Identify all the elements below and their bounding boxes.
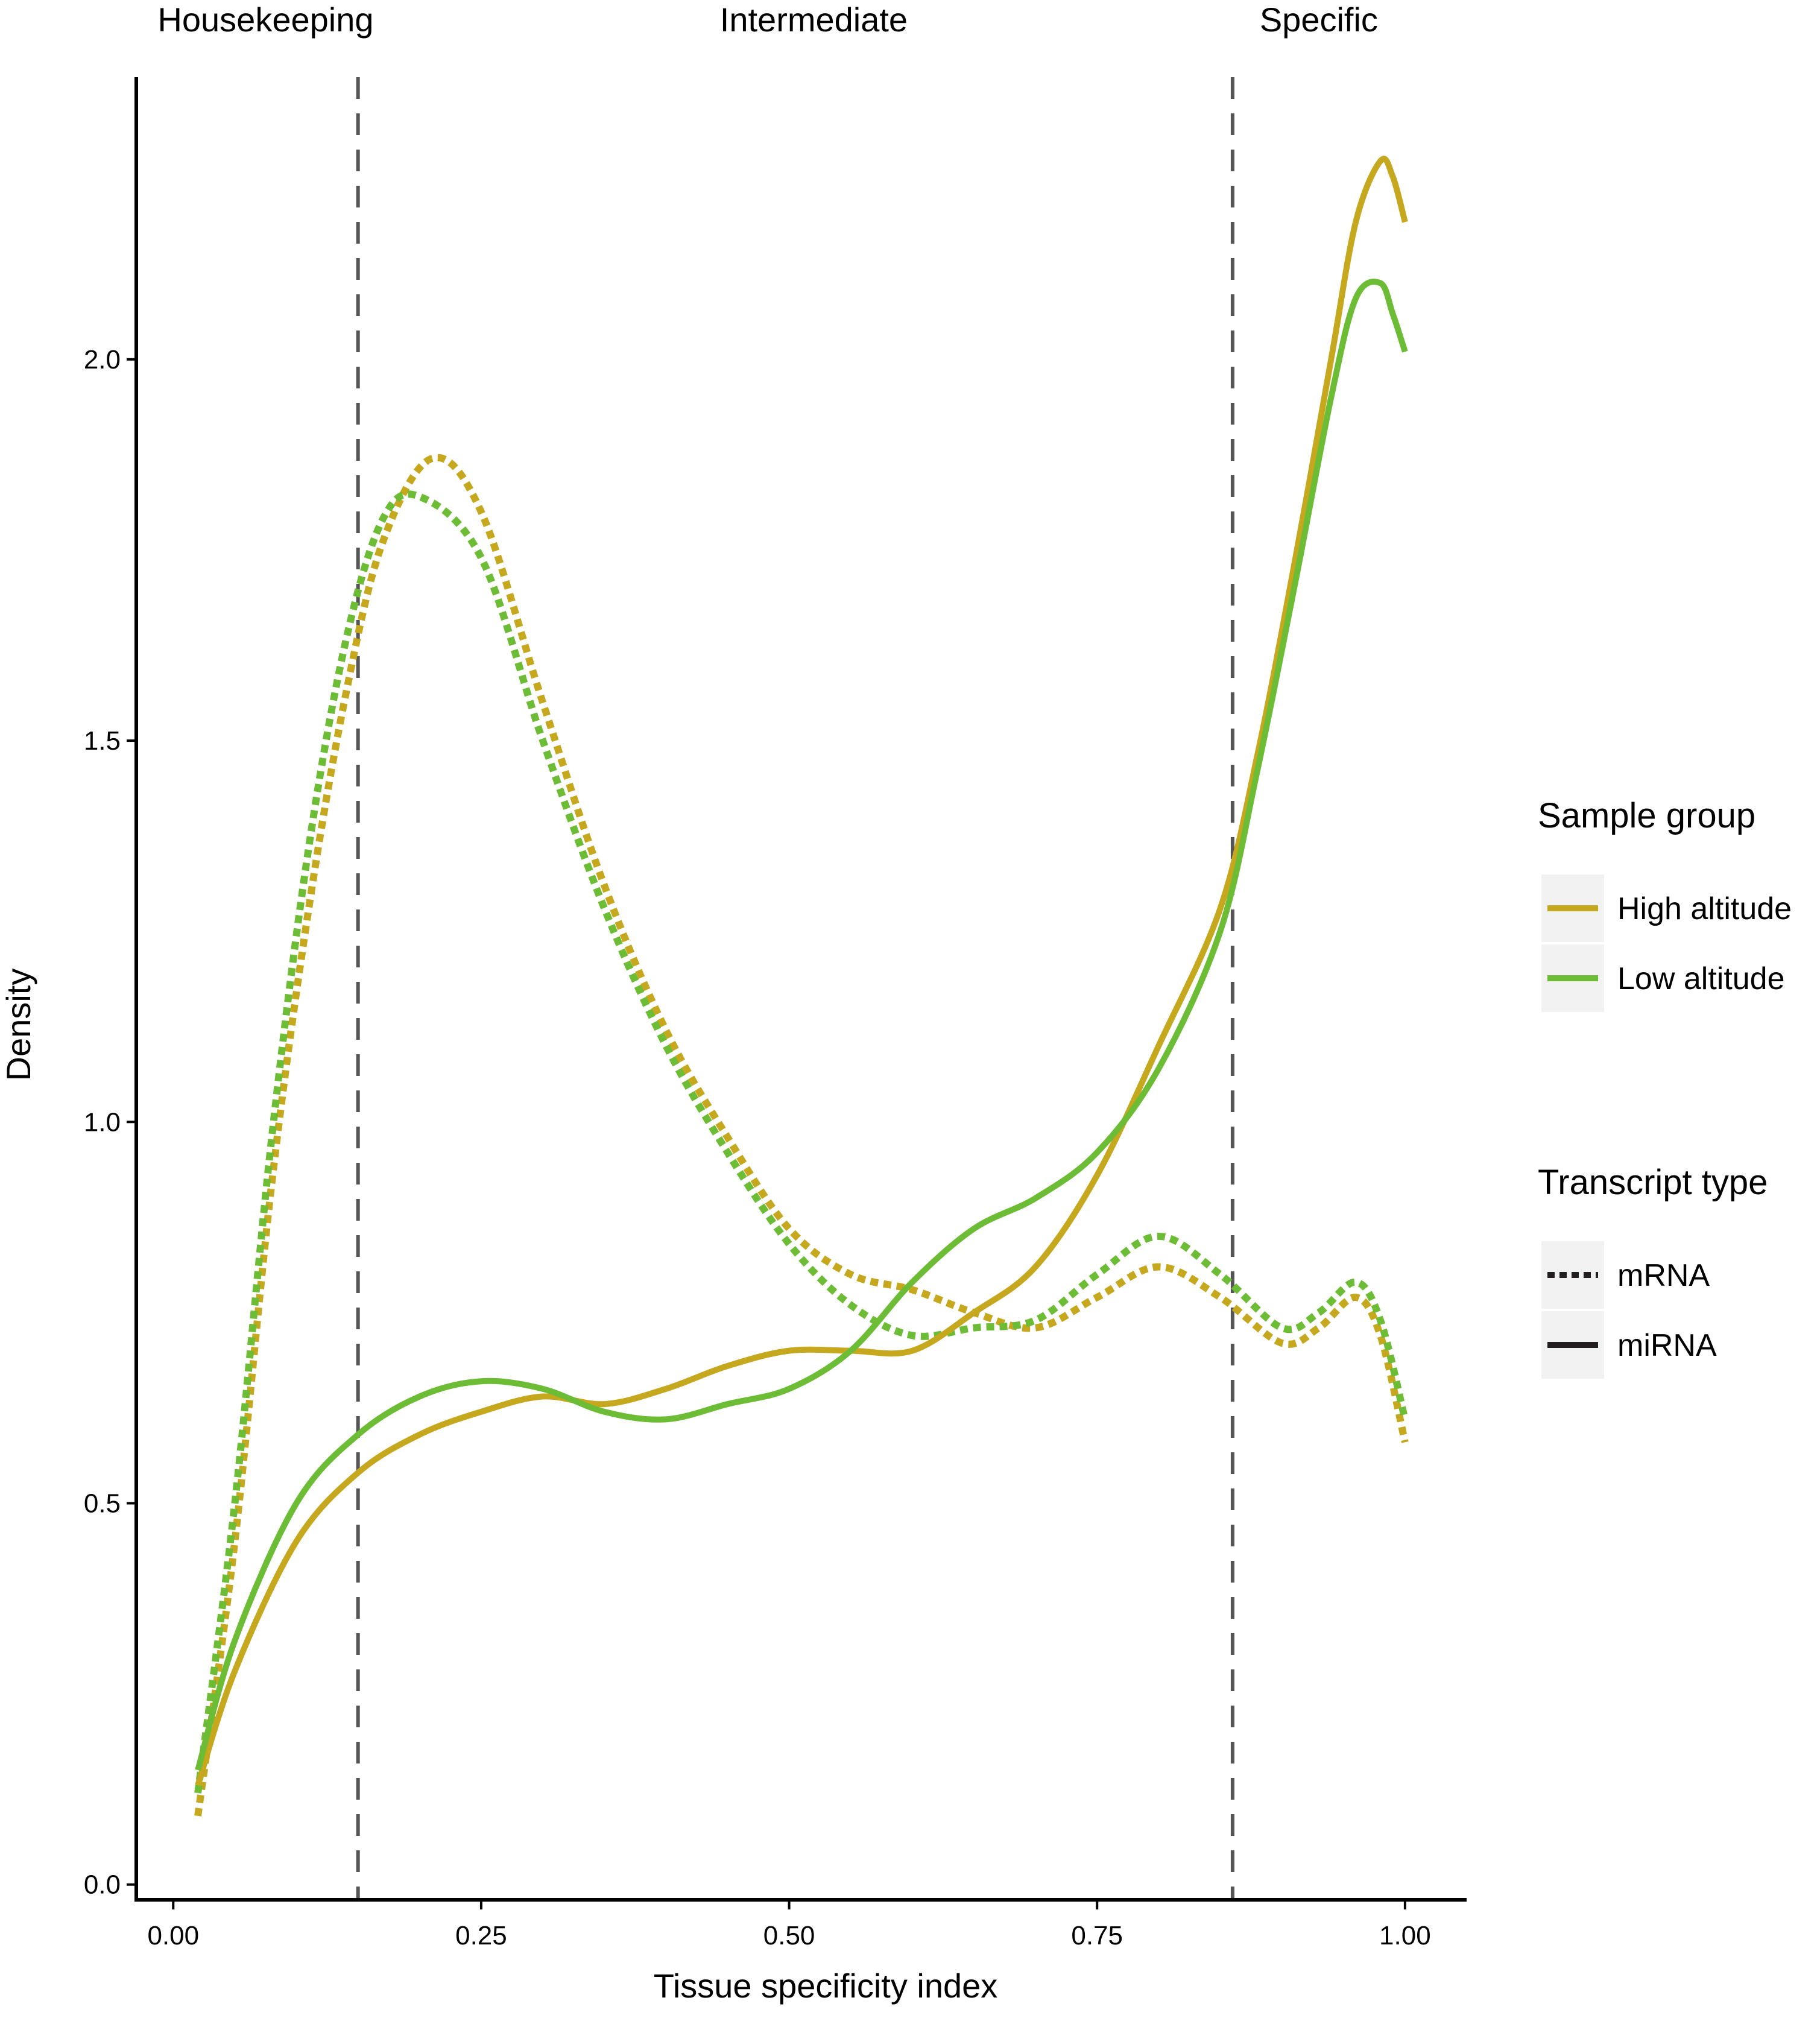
x-tick-label: 1.00 bbox=[1379, 1921, 1431, 1950]
y-tick-label: 0.0 bbox=[84, 1870, 121, 1900]
y-tick-label: 1.5 bbox=[84, 726, 121, 756]
y-tick-label: 0.5 bbox=[84, 1488, 121, 1518]
series-layer bbox=[194, 156, 1409, 1817]
legend-label-mirna: miRNA bbox=[1617, 1328, 1717, 1363]
y-tick-label: 2.0 bbox=[84, 345, 121, 375]
x-tick-label: 0.00 bbox=[147, 1921, 199, 1950]
series-line-high-altitude-mirna bbox=[195, 156, 1408, 1786]
legend-title-sample-group: Sample group bbox=[1538, 796, 1755, 835]
legend-label-low-altitude: Low altitude bbox=[1617, 961, 1785, 996]
x-tick-label: 0.75 bbox=[1071, 1921, 1123, 1950]
x-tick-label: 0.25 bbox=[455, 1921, 507, 1950]
region-label-housekeeping: Housekeeping bbox=[157, 1, 373, 39]
legend-label-high-altitude: High altitude bbox=[1617, 891, 1792, 926]
y-axis-title: Density bbox=[0, 969, 37, 1081]
region-label-specific: Specific bbox=[1260, 1, 1378, 39]
region-labels: Housekeeping Intermediate Specific bbox=[157, 1, 1377, 39]
threshold-lines bbox=[356, 77, 1234, 1900]
y-tick-label: 1.0 bbox=[84, 1107, 121, 1137]
axes: 0.00 0.25 0.50 0.75 1.00 0.0 0.5 1.0 1.5 2.0 Tissu… bbox=[0, 77, 1467, 2005]
x-axis-title: Tissue specificity index bbox=[654, 1967, 998, 2005]
legend-title-transcript-type: Transcript type bbox=[1538, 1163, 1768, 1202]
legend-label-mrna: mRNA bbox=[1617, 1258, 1710, 1293]
legend: Sample group High altitude Low altitude Tra… bbox=[1538, 796, 1792, 1379]
series-line-low-altitude-mirna bbox=[195, 279, 1408, 1771]
x-tick-label: 0.50 bbox=[763, 1921, 815, 1950]
region-label-intermediate: Intermediate bbox=[720, 1, 908, 39]
